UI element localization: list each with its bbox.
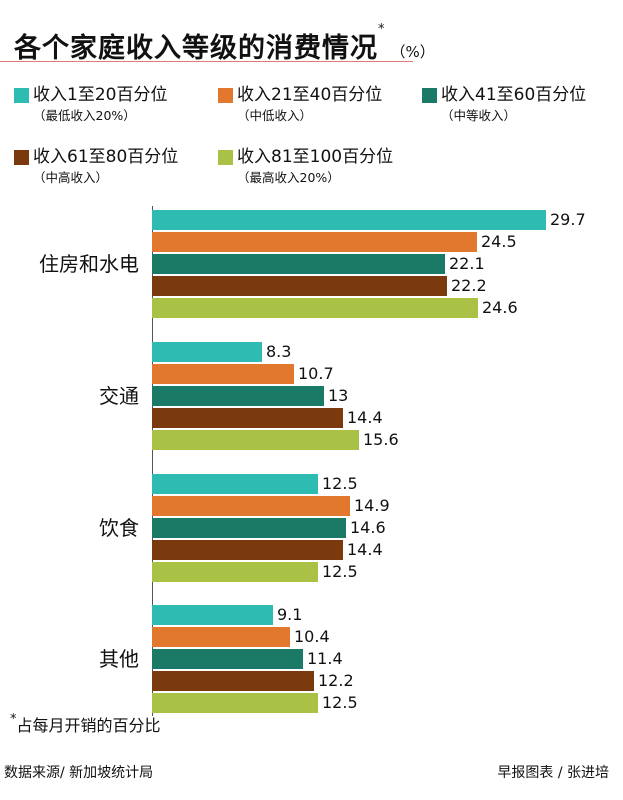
legend-sub-3: （中等收入） bbox=[441, 108, 517, 123]
bar bbox=[152, 693, 318, 713]
legend-sub-4: （中高收入） bbox=[33, 170, 109, 185]
legend-sub-5: （最高收入20%） bbox=[237, 170, 340, 185]
legend-swatch-1 bbox=[14, 88, 29, 103]
category-label: 饮食 bbox=[99, 516, 139, 540]
footnote-asterisk: * bbox=[10, 712, 17, 727]
legend-label-2: 收入21至40百分位 bbox=[237, 85, 383, 105]
title-divider bbox=[0, 61, 413, 62]
bar-value-label: 24.5 bbox=[481, 232, 517, 251]
chart-title-row: 各个家庭收入等级的消费情况* （%） bbox=[14, 22, 435, 65]
bar-value-label: 12.2 bbox=[318, 671, 354, 690]
bar bbox=[152, 474, 318, 494]
bar-value-label: 11.4 bbox=[307, 649, 343, 668]
footnote-text: 占每月开销的百分比 bbox=[16, 716, 161, 735]
bar bbox=[152, 364, 294, 384]
bar-value-label: 15.6 bbox=[363, 430, 399, 449]
footnote: *占每月开销的百分比 bbox=[10, 712, 161, 736]
bar bbox=[152, 232, 477, 252]
bar bbox=[152, 627, 290, 647]
bar-value-label: 14.4 bbox=[347, 408, 383, 427]
legend-swatch-3 bbox=[422, 88, 437, 103]
bar bbox=[152, 254, 445, 274]
category-label: 交通 bbox=[99, 384, 139, 408]
data-source: 数据来源/ 新加坡统计局 bbox=[4, 765, 154, 781]
bar bbox=[152, 386, 324, 406]
legend-label-3: 收入41至60百分位 bbox=[441, 85, 587, 105]
bar bbox=[152, 298, 478, 318]
unit-label: （%） bbox=[390, 43, 435, 61]
legend-sub-2: （中低收入） bbox=[237, 108, 313, 123]
bar bbox=[152, 605, 273, 625]
bar-value-label: 12.5 bbox=[322, 693, 358, 712]
category-axis-line bbox=[152, 206, 153, 716]
bar bbox=[152, 342, 262, 362]
bar-value-label: 14.9 bbox=[354, 496, 390, 515]
bar bbox=[152, 496, 350, 516]
bar-value-label: 13 bbox=[328, 386, 349, 405]
bar-value-label: 22.2 bbox=[451, 276, 487, 295]
bar-value-label: 8.3 bbox=[266, 342, 292, 361]
legend-label-1: 收入1至20百分位 bbox=[33, 85, 168, 105]
legend-sub-1: （最低收入20%） bbox=[33, 108, 136, 123]
bar-value-label: 24.6 bbox=[482, 298, 518, 317]
title-asterisk: * bbox=[378, 22, 385, 37]
bar bbox=[152, 430, 359, 450]
category-label: 其他 bbox=[99, 647, 139, 671]
legend-swatch-2 bbox=[218, 88, 233, 103]
bar-value-label: 12.5 bbox=[322, 562, 358, 581]
legend-label-4: 收入61至80百分位 bbox=[33, 147, 179, 167]
bar-value-label: 10.7 bbox=[298, 364, 334, 383]
chart-credit: 早报图表 / 张进培 bbox=[497, 765, 609, 781]
bar-value-label: 9.1 bbox=[277, 605, 303, 624]
bar bbox=[152, 540, 343, 560]
bar bbox=[152, 671, 314, 691]
bar-value-label: 12.5 bbox=[322, 474, 358, 493]
bar-value-label: 10.4 bbox=[294, 627, 330, 646]
bar bbox=[152, 518, 346, 538]
bar-value-label: 29.7 bbox=[550, 210, 586, 229]
bar bbox=[152, 276, 447, 296]
bar-value-label: 22.1 bbox=[449, 254, 485, 273]
bar-value-label: 14.6 bbox=[350, 518, 386, 537]
bar bbox=[152, 562, 318, 582]
legend-swatch-5 bbox=[218, 150, 233, 165]
chart-title: 各个家庭收入等级的消费情况 bbox=[14, 33, 378, 64]
bar bbox=[152, 210, 546, 230]
legend-swatch-4 bbox=[14, 150, 29, 165]
bar bbox=[152, 408, 343, 428]
bar-value-label: 14.4 bbox=[347, 540, 383, 559]
legend-label-5: 收入81至100百分位 bbox=[237, 147, 394, 167]
bar bbox=[152, 649, 303, 669]
category-label: 住房和水电 bbox=[39, 252, 139, 276]
